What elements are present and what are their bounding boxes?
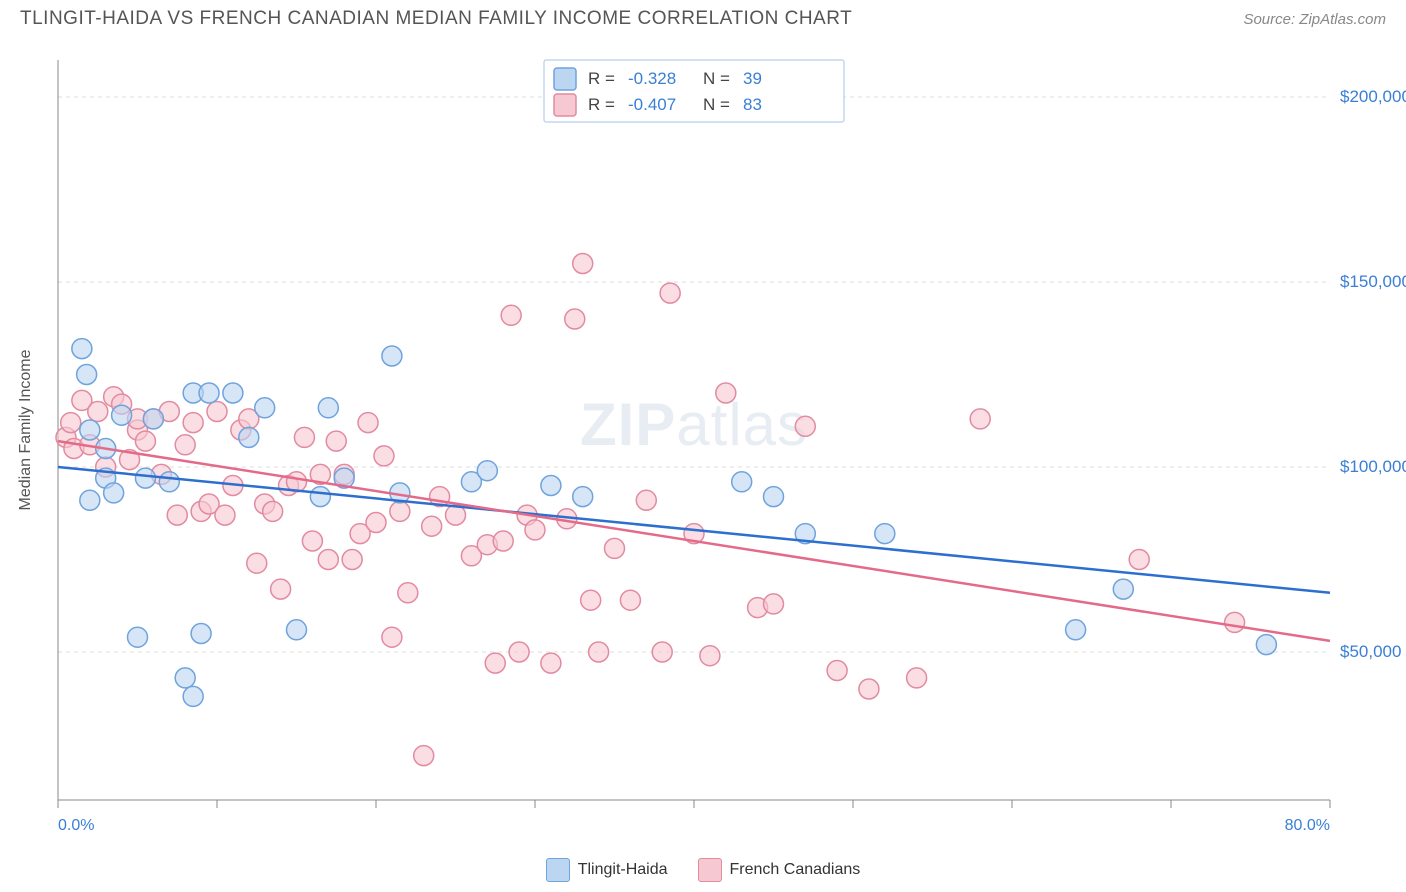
svg-text:0.0%: 0.0% bbox=[58, 817, 94, 834]
svg-text:N =: N = bbox=[703, 69, 730, 88]
legend-swatch-1 bbox=[546, 858, 570, 882]
scatter-chart: $50,000 $100,000 $150,000 $200,000 ZIPatlas 0… bbox=[0, 40, 1406, 860]
chart-source: Source: ZipAtlas.com bbox=[1243, 11, 1386, 28]
legend-item-series-2: French Canadians bbox=[698, 858, 861, 882]
chart-title: TLINGIT-HAIDA VS FRENCH CANADIAN MEDIAN … bbox=[20, 8, 852, 30]
svg-text:39: 39 bbox=[743, 69, 762, 88]
bottom-legend: Tlingit-Haida French Canadians bbox=[0, 858, 1406, 882]
chart-container: $50,000 $100,000 $150,000 $200,000 ZIPatlas 0… bbox=[0, 40, 1406, 860]
svg-text:$50,000: $50,000 bbox=[1340, 642, 1401, 661]
svg-text:$100,000: $100,000 bbox=[1340, 457, 1406, 476]
svg-text:83: 83 bbox=[743, 95, 762, 114]
legend-item-series-1: Tlingit-Haida bbox=[546, 858, 668, 882]
svg-text:-0.407: -0.407 bbox=[628, 95, 676, 114]
svg-text:-0.328: -0.328 bbox=[628, 69, 676, 88]
svg-text:ZIPatlas: ZIPatlas bbox=[580, 391, 808, 458]
svg-text:$200,000: $200,000 bbox=[1340, 87, 1406, 106]
svg-text:N =: N = bbox=[703, 95, 730, 114]
svg-text:R =: R = bbox=[588, 95, 615, 114]
svg-text:Median Family Income: Median Family Income bbox=[17, 349, 34, 510]
legend-label-2: French Canadians bbox=[730, 861, 861, 879]
svg-text:R =: R = bbox=[588, 69, 615, 88]
svg-text:$150,000: $150,000 bbox=[1340, 272, 1406, 291]
legend-swatch-2 bbox=[698, 858, 722, 882]
legend-label-1: Tlingit-Haida bbox=[578, 861, 668, 879]
svg-text:80.0%: 80.0% bbox=[1285, 817, 1330, 834]
